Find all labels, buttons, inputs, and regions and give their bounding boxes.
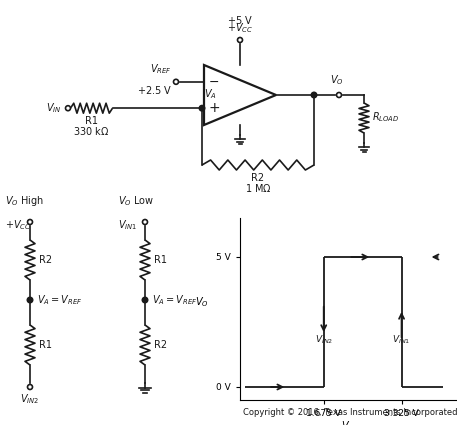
Circle shape bbox=[143, 219, 148, 224]
Circle shape bbox=[142, 297, 148, 303]
Text: $R_{LOAD}$: $R_{LOAD}$ bbox=[372, 110, 399, 124]
X-axis label: $V_{IN}$: $V_{IN}$ bbox=[341, 419, 356, 425]
Text: $+2.5$ V: $+2.5$ V bbox=[137, 84, 172, 96]
Text: R1: R1 bbox=[154, 255, 167, 265]
Circle shape bbox=[311, 92, 317, 98]
Text: R1: R1 bbox=[39, 340, 52, 350]
Text: $V_{IN}$: $V_{IN}$ bbox=[47, 101, 62, 115]
Text: R2: R2 bbox=[154, 340, 167, 350]
Text: Copyright © 2016, Texas Instruments Incorporated: Copyright © 2016, Texas Instruments Inco… bbox=[243, 408, 457, 417]
Circle shape bbox=[336, 93, 341, 97]
Text: 330 k$\Omega$: 330 k$\Omega$ bbox=[73, 125, 110, 137]
Text: R1: R1 bbox=[85, 116, 98, 126]
Text: 1 M$\Omega$: 1 M$\Omega$ bbox=[244, 182, 271, 194]
Text: $V_{REF}$: $V_{REF}$ bbox=[150, 62, 172, 76]
Text: $V_O$: $V_O$ bbox=[330, 73, 344, 87]
Text: R2: R2 bbox=[39, 255, 52, 265]
Text: $+V_{CC}$: $+V_{CC}$ bbox=[5, 218, 31, 232]
Circle shape bbox=[27, 297, 33, 303]
Text: $V_{IN1}$: $V_{IN1}$ bbox=[118, 218, 138, 232]
Circle shape bbox=[199, 105, 205, 111]
Text: $V_O$ High: $V_O$ High bbox=[5, 194, 44, 208]
Text: $V_O$ Low: $V_O$ Low bbox=[118, 194, 154, 208]
Text: $V_A = V_{REF}$: $V_A = V_{REF}$ bbox=[152, 293, 197, 307]
Y-axis label: $V_O$: $V_O$ bbox=[196, 295, 209, 309]
Circle shape bbox=[238, 37, 243, 42]
Text: $+5$ V: $+5$ V bbox=[227, 14, 253, 26]
Text: $V_{IN2}$: $V_{IN2}$ bbox=[315, 334, 333, 346]
Text: $+$: $+$ bbox=[208, 101, 220, 115]
Circle shape bbox=[65, 106, 70, 110]
Text: $V_A$: $V_A$ bbox=[204, 88, 217, 101]
Text: $+V_{CC}$: $+V_{CC}$ bbox=[227, 21, 253, 35]
Text: R2: R2 bbox=[251, 173, 265, 183]
Text: $V_{IN1}$: $V_{IN1}$ bbox=[393, 334, 411, 346]
Text: $-$: $-$ bbox=[208, 75, 219, 88]
Circle shape bbox=[174, 79, 179, 84]
Text: $V_A = V_{REF}$: $V_A = V_{REF}$ bbox=[37, 293, 82, 307]
Text: $V_{IN2}$: $V_{IN2}$ bbox=[20, 392, 40, 406]
Circle shape bbox=[27, 385, 32, 389]
Circle shape bbox=[27, 219, 32, 224]
